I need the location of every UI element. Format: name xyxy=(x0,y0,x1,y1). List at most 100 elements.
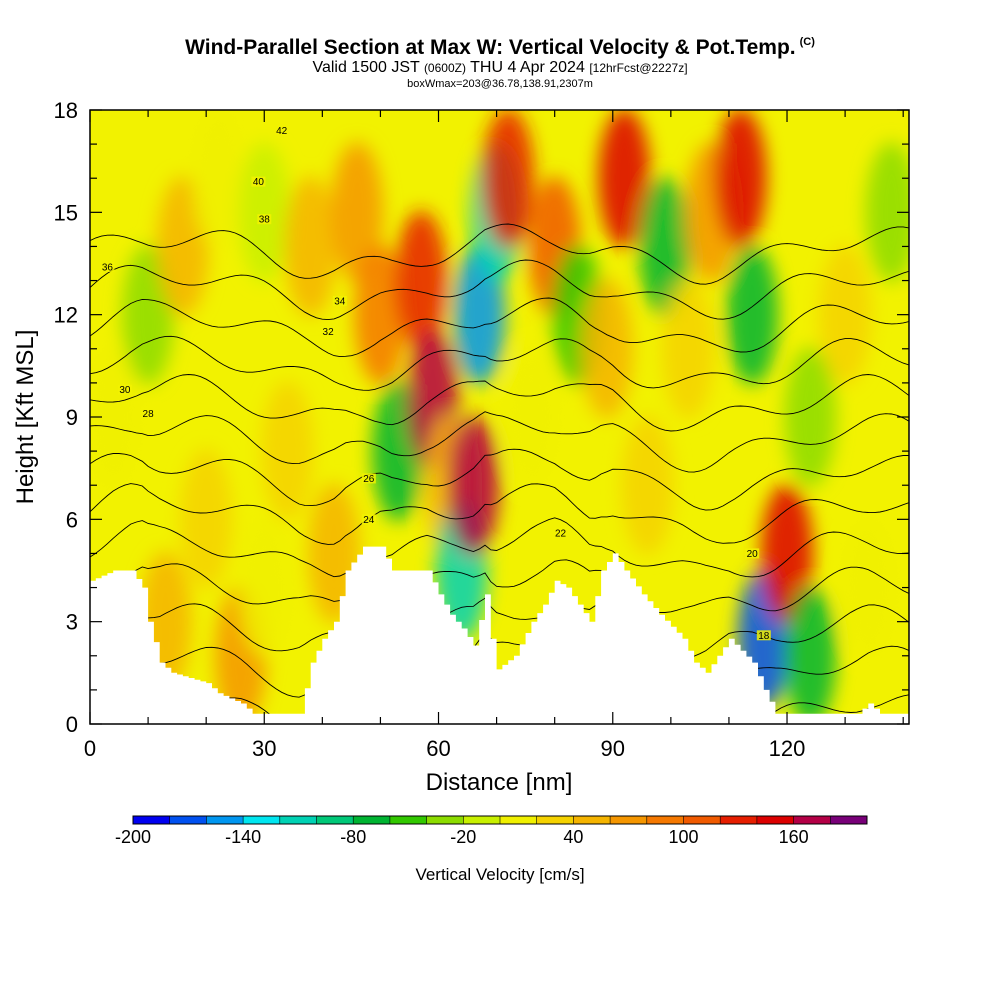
copyright-mark: (C) xyxy=(799,36,815,48)
colorbar-swatch-12 xyxy=(573,816,611,824)
velocity-cell-40 xyxy=(865,142,909,283)
y-tick-label-15: 15 xyxy=(54,200,78,225)
velocity-cell-13 xyxy=(354,244,407,385)
contour-label-30: 30 xyxy=(119,385,131,396)
colorbar-swatch-7 xyxy=(389,816,428,824)
x-tick-label-60: 60 xyxy=(426,736,450,761)
theta-contour-26 xyxy=(90,517,909,578)
colorbar-swatch-10 xyxy=(500,816,538,824)
x-tick-label-120: 120 xyxy=(769,736,806,761)
colorbar-swatch-19 xyxy=(830,816,868,824)
contour-label-20: 20 xyxy=(747,549,759,560)
velocity-cell-32 xyxy=(714,110,767,249)
colorbar-swatch-18 xyxy=(793,816,831,824)
velocity-cell-19 xyxy=(447,415,500,556)
contour-label-bg xyxy=(332,296,347,306)
chart-title: Wind-Parallel Section at Max W: Vertical… xyxy=(0,36,1000,60)
colorbar-label--140: -140 xyxy=(225,827,261,847)
contour-label-24: 24 xyxy=(363,515,375,526)
contour-label-40: 40 xyxy=(253,177,265,188)
contour-label-bg xyxy=(321,326,336,337)
y-tick-label-6: 6 xyxy=(66,507,78,532)
colorbar-swatch-3 xyxy=(243,816,281,824)
contour-label-bg xyxy=(361,514,376,525)
theta-contour-30 xyxy=(90,448,909,511)
contour-label-28: 28 xyxy=(143,409,155,420)
contour-label-bg xyxy=(361,473,376,484)
colorbar-swatch-17 xyxy=(756,816,795,824)
contour-label-bg xyxy=(274,125,289,136)
velocity-cell-35 xyxy=(761,483,813,624)
colorbar-label-160: 160 xyxy=(779,827,809,847)
velocity-cell-9 xyxy=(261,381,314,522)
velocity-cell-26 xyxy=(581,278,633,419)
theta-contour-20 xyxy=(90,632,909,702)
colorbar-label--80: -80 xyxy=(340,827,366,847)
colorbar-label-100: 100 xyxy=(668,827,698,847)
y-tick-label-18: 18 xyxy=(54,98,78,123)
velocity-cell-37 xyxy=(784,347,837,487)
velocity-cell-12 xyxy=(331,142,384,283)
x-axis: 0 30 60 90 120 xyxy=(84,110,904,761)
theta-contour-42 xyxy=(90,223,909,285)
y-axis-title: Height [Kft MSL] xyxy=(12,330,39,505)
contour-label-26: 26 xyxy=(363,474,375,485)
velocity-cell-38 xyxy=(819,244,872,385)
velocity-cell-30 xyxy=(662,278,715,419)
colorbar: -200 -140 -80 -20 40 100 160 xyxy=(115,815,868,847)
colorbar-swatch-6 xyxy=(353,816,391,824)
contour-label-36: 36 xyxy=(102,262,114,273)
valid-date: THU 4 Apr 2024 xyxy=(470,59,585,76)
contour-label-22: 22 xyxy=(555,529,567,540)
contour-label-bg xyxy=(553,528,568,538)
contour-label-42: 42 xyxy=(276,126,288,137)
colorbar-swatch-14 xyxy=(646,816,684,824)
velocity-cell-33 xyxy=(726,244,779,385)
theta-contour-38 xyxy=(90,297,909,358)
contour-label-bg xyxy=(117,384,132,395)
y-tick-label-9: 9 xyxy=(66,405,78,430)
valid-utc: (0600Z) xyxy=(423,61,466,75)
colorbar-swatch-9 xyxy=(463,816,501,824)
contour-label-32: 32 xyxy=(323,327,335,338)
chart-title-text: Wind-Parallel Section at Max W: Vertical… xyxy=(185,36,796,59)
colorbar-swatch-13 xyxy=(610,816,648,824)
velocity-cell-39 xyxy=(842,517,895,658)
theta-contour-36 xyxy=(90,335,909,391)
velocity-cell-8 xyxy=(238,142,291,283)
colorbar-label--200: -200 xyxy=(115,827,151,847)
theta-contour-32 xyxy=(90,411,909,473)
colorbar-label--20: -20 xyxy=(450,827,476,847)
y-tick-label-3: 3 xyxy=(66,610,78,635)
colorbar-swatch-5 xyxy=(316,816,354,824)
velocity-cell-22 xyxy=(482,110,535,249)
velocity-cell-4 xyxy=(180,449,233,590)
velocity-cell-36 xyxy=(784,585,837,724)
velocity-cell-29 xyxy=(639,176,691,317)
velocity-cell-28 xyxy=(621,415,674,556)
colorbar-swatch-11 xyxy=(536,816,574,824)
velocity-cell-23 xyxy=(505,347,558,487)
contour-label-18: 18 xyxy=(758,631,770,642)
velocity-cell-7 xyxy=(238,517,291,658)
theta-contour-34 xyxy=(90,374,909,432)
box-info: boxWmax=203@36.78,138.91,2307m xyxy=(407,78,593,90)
contour-label-bg xyxy=(251,176,266,187)
velocity-cell-27 xyxy=(598,110,651,249)
colorbar-swatch-0 xyxy=(133,816,171,824)
forecast-info: [12hrFcst@2227z] xyxy=(589,61,688,75)
theta-contour-24 xyxy=(90,559,909,613)
velocity-cell-5 xyxy=(191,110,244,249)
contour-label-bg xyxy=(141,408,156,419)
y-tick-label-12: 12 xyxy=(54,303,78,328)
colorbar-swatch-8 xyxy=(426,816,464,824)
contour-label-bg xyxy=(756,630,771,641)
x-tick-label-0: 0 xyxy=(84,736,96,761)
x-tick-label-30: 30 xyxy=(252,736,276,761)
plot-area: 18 20 22 24 26 28 30 32 34 36 38 40 42 xyxy=(90,110,909,724)
velocity-cell-0 xyxy=(90,347,140,487)
chart-subtitle: Valid 1500 JST (0600Z) THU 4 Apr 2024 [1… xyxy=(0,60,1000,76)
contour-label-34: 34 xyxy=(334,297,346,308)
